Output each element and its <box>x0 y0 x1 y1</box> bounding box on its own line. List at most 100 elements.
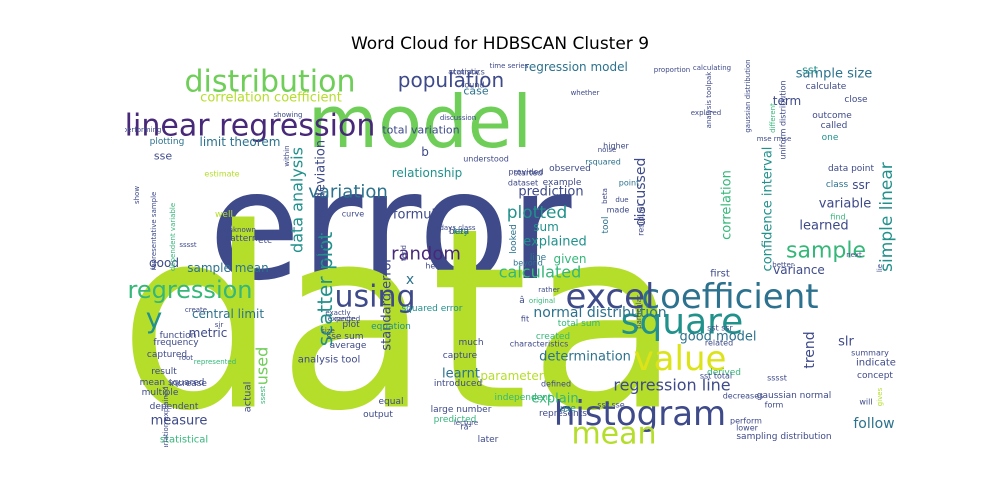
word-plotting: plotting <box>150 137 185 147</box>
word-capture: capture <box>443 351 478 361</box>
word-provided: provided <box>508 168 543 177</box>
word-gaussian-distribution: gaussian distribution <box>744 60 752 133</box>
word-various: various <box>344 326 370 334</box>
word-confidence-interval: confidence interval <box>761 147 776 272</box>
word-created: created <box>536 332 570 342</box>
word-sssst: sssst <box>179 241 197 249</box>
word-actual: actual <box>243 382 254 413</box>
word-fit: fit <box>521 315 529 324</box>
word-first: first <box>710 269 730 280</box>
word-increase: increase <box>169 379 207 389</box>
word-square: square <box>621 302 744 343</box>
word-looked: looked <box>509 224 519 254</box>
word-well: well <box>215 210 233 220</box>
word-whether: whether <box>571 89 600 97</box>
word-correlation: correlation <box>720 170 735 240</box>
word-find: find <box>830 213 845 222</box>
word-simple-linear: simple linear <box>877 162 897 272</box>
word-equal: equal <box>379 397 404 407</box>
word-ssest: ssest <box>259 386 267 404</box>
word-large-number: large number <box>431 405 492 415</box>
word-sst: sst <box>802 64 818 77</box>
word-root: root <box>179 354 193 362</box>
word-sssst: sssst <box>767 374 787 383</box>
word-independent: independent <box>495 393 552 403</box>
word-lecture: lecture <box>454 419 478 427</box>
word-line: line <box>530 253 547 263</box>
word-plotted: plotted <box>507 203 568 223</box>
word-proportion: proportion <box>654 66 690 74</box>
word-x: x <box>406 272 414 288</box>
word-function: function <box>160 331 197 341</box>
word-observed: observed <box>549 164 591 174</box>
word-beta: beta <box>449 227 469 237</box>
word-beta: beta <box>601 188 609 204</box>
word-different: different <box>769 103 777 133</box>
word-example: example <box>543 178 582 188</box>
word-characteristics: characteristics <box>510 340 569 349</box>
word-analysis-toolpak: analysis toolpak <box>705 71 713 129</box>
word-term: term <box>773 94 802 108</box>
word-learned: learned <box>799 219 848 234</box>
word-formula: formula <box>393 208 443 223</box>
word-todays-class: todays class <box>432 224 476 232</box>
word-showing: showing <box>274 111 303 119</box>
word-sample-size: sample size <box>796 67 873 82</box>
word-limit-theorem: limit theorem <box>200 135 281 149</box>
word-due: due <box>615 196 628 204</box>
word-understood: understood <box>463 155 509 164</box>
word-excel: excel <box>566 277 655 317</box>
word-slr: slr <box>838 335 854 350</box>
word-learnt: learnt <box>442 367 480 382</box>
word-equation: equation <box>371 322 411 332</box>
word-explained: explained <box>523 235 586 250</box>
word-ssr: ssr <box>852 178 870 192</box>
word-total-sum: total sum <box>558 319 601 329</box>
word-rather: rather <box>538 286 560 294</box>
word-representative-sample: representative sample <box>150 192 158 271</box>
word-noise: noise <box>598 146 617 154</box>
word-found: found <box>462 81 485 90</box>
word-related: related <box>705 339 733 348</box>
word-plot: plot <box>342 320 360 330</box>
word-called: called <box>821 121 848 131</box>
word-variation-explained: variation explained <box>162 386 170 447</box>
word-concept: concept <box>857 371 893 381</box>
word-sampling-distribution: sampling distribution <box>736 432 831 442</box>
word-calculate: calculate <box>806 82 847 92</box>
word-mse-rmse: mse rmse <box>757 135 792 143</box>
word-regression: regression <box>127 276 252 304</box>
word-tend: tend <box>400 245 408 261</box>
word-y: y <box>146 302 163 335</box>
word-linear-regression: linear regression <box>125 109 375 144</box>
word-analysis-tool: analysis tool <box>298 355 361 366</box>
word-uniform-distribution: uniform distribution <box>779 80 788 159</box>
word-parameter: parameter <box>480 369 543 383</box>
word-sir: sir <box>215 321 224 329</box>
word-indicate: indicate <box>856 358 896 369</box>
word-sse: sse <box>154 150 172 163</box>
word-class: class <box>826 180 849 190</box>
word-rsquared: rsquared <box>585 158 621 167</box>
word-distribution: distribution <box>185 65 356 100</box>
word-sst-total: sst total <box>700 372 732 381</box>
word-sse-sum: sse sum <box>327 332 364 342</box>
word-used: used <box>253 347 272 385</box>
word-dependent-variable: dependent variable <box>169 203 177 271</box>
word-represented: represented <box>194 358 236 366</box>
word-measure: measure <box>151 414 208 429</box>
word-create: create <box>185 306 207 314</box>
word-tool: tool <box>601 216 611 233</box>
word-expected: expected <box>328 315 360 323</box>
word-scatter-plot: scatter plot <box>313 232 337 347</box>
word-central-limit: central limit <box>192 307 264 321</box>
word-much: much <box>458 338 483 348</box>
word-calculated: calculated <box>499 263 582 282</box>
word-defined: defined <box>541 380 571 389</box>
word-good: good <box>149 256 179 270</box>
word-statistical: statistical <box>160 435 208 446</box>
word-follow: follow <box>853 416 894 432</box>
word-started: started <box>514 169 543 178</box>
word-metric: metric <box>189 326 228 340</box>
